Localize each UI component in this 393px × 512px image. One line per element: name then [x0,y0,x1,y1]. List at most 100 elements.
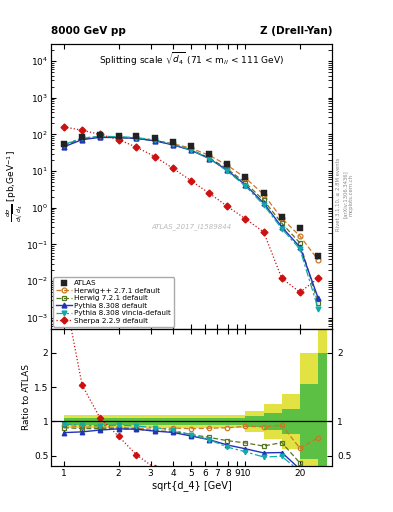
Text: mcplots.cern.ch: mcplots.cern.ch [349,174,354,216]
ATLAS [80,134,84,140]
ATLAS [225,161,230,167]
Pythia 8.308 vincia-default [279,226,284,232]
Y-axis label: Ratio to ATLAS: Ratio to ATLAS [22,365,31,431]
Sherpa 2.2.9 default [152,154,157,160]
Pythia 8.308 vincia-default [62,141,66,147]
Herwig 7.2.1 default [80,136,84,142]
Herwig 7.2.1 default [134,135,139,141]
Text: Splitting scale $\sqrt{d_4}$ (71 < m$_{ll}$ < 111 GeV): Splitting scale $\sqrt{d_4}$ (71 < m$_{l… [99,51,284,68]
Pythia 8.308 default [97,134,102,140]
Text: ATLAS_2017_I1589844: ATLAS_2017_I1589844 [151,223,232,229]
Herwig 7.2.1 default [261,197,266,203]
Pythia 8.308 vincia-default [97,133,102,139]
Pythia 8.308 default [243,182,248,188]
Pythia 8.308 vincia-default [207,156,211,162]
Sherpa 2.2.9 default [171,165,175,172]
Herwig++ 2.7.1 default [207,152,211,158]
Sherpa 2.2.9 default [243,216,248,222]
Text: Z (Drell-Yan): Z (Drell-Yan) [260,27,332,36]
Pythia 8.308 default [116,135,121,141]
Pythia 8.308 default [207,156,211,162]
Sherpa 2.2.9 default [316,275,320,282]
Sherpa 2.2.9 default [207,190,211,196]
ATLAS [116,133,121,139]
Pythia 8.308 vincia-default [80,135,84,141]
Text: Rivet 3.1.10, ≥ 2.8M events: Rivet 3.1.10, ≥ 2.8M events [336,158,341,231]
Line: Herwig++ 2.7.1 default: Herwig++ 2.7.1 default [61,134,321,262]
Sherpa 2.2.9 default [116,137,121,143]
Line: Sherpa 2.2.9 default: Sherpa 2.2.9 default [61,124,321,295]
Herwig++ 2.7.1 default [116,134,121,140]
Herwig 7.2.1 default [97,134,102,140]
Sherpa 2.2.9 default [261,229,266,235]
Pythia 8.308 default [279,224,284,230]
Pythia 8.308 default [316,295,320,301]
Pythia 8.308 default [62,144,66,150]
Pythia 8.308 vincia-default [243,183,248,189]
Sherpa 2.2.9 default [97,132,102,138]
Herwig++ 2.7.1 default [134,135,139,141]
Herwig++ 2.7.1 default [189,145,193,152]
Herwig++ 2.7.1 default [279,215,284,221]
Pythia 8.308 vincia-default [261,202,266,208]
ATLAS [207,151,211,157]
Pythia 8.308 default [225,167,230,174]
Sherpa 2.2.9 default [62,124,66,130]
Pythia 8.308 default [171,142,175,148]
Herwig 7.2.1 default [62,142,66,148]
Herwig 7.2.1 default [243,180,248,186]
Herwig++ 2.7.1 default [316,257,320,263]
Pythia 8.308 vincia-default [152,137,157,143]
Sherpa 2.2.9 default [189,178,193,184]
ATLAS [152,135,157,141]
Pythia 8.308 default [134,135,139,141]
Herwig 7.2.1 default [152,138,157,144]
ATLAS [97,132,102,138]
Herwig++ 2.7.1 default [243,175,248,181]
ATLAS [298,225,302,231]
Herwig++ 2.7.1 default [80,135,84,141]
Herwig++ 2.7.1 default [225,162,230,168]
Sherpa 2.2.9 default [298,289,302,295]
Herwig 7.2.1 default [189,147,193,153]
Sherpa 2.2.9 default [225,203,230,209]
Herwig 7.2.1 default [279,220,284,226]
Pythia 8.308 default [261,200,266,206]
Herwig++ 2.7.1 default [171,141,175,147]
Line: ATLAS: ATLAS [61,132,321,259]
Herwig++ 2.7.1 default [62,142,66,148]
Pythia 8.308 default [189,147,193,153]
Herwig 7.2.1 default [225,166,230,172]
Herwig++ 2.7.1 default [97,134,102,140]
ATLAS [171,139,175,145]
Pythia 8.308 vincia-default [171,141,175,147]
ATLAS [62,141,66,147]
Pythia 8.308 vincia-default [298,246,302,252]
Text: 8000 GeV pp: 8000 GeV pp [51,27,126,36]
ATLAS [243,174,248,180]
ATLAS [134,134,139,140]
Herwig++ 2.7.1 default [261,191,266,198]
X-axis label: sqrt{d_4} [GeV]: sqrt{d_4} [GeV] [152,480,231,492]
Herwig 7.2.1 default [316,300,320,306]
Pythia 8.308 default [80,137,84,143]
ATLAS [279,214,284,220]
Line: Pythia 8.308 default: Pythia 8.308 default [61,135,321,301]
Legend: ATLAS, Herwig++ 2.7.1 default, Herwig 7.2.1 default, Pythia 8.308 default, Pythi: ATLAS, Herwig++ 2.7.1 default, Herwig 7.… [53,278,174,327]
Pythia 8.308 vincia-default [316,306,320,312]
Text: [arXiv:1306.3436]: [arXiv:1306.3436] [343,170,348,219]
Pythia 8.308 default [152,138,157,144]
Herwig 7.2.1 default [116,135,121,141]
Herwig 7.2.1 default [207,155,211,161]
Y-axis label: $\frac{d\sigma}{d\sqrt{d_4}}$ [pb,GeV$^{-1}$]: $\frac{d\sigma}{d\sqrt{d_4}}$ [pb,GeV$^{… [5,151,25,222]
Herwig++ 2.7.1 default [152,137,157,143]
Pythia 8.308 vincia-default [116,134,121,140]
Pythia 8.308 vincia-default [225,168,230,174]
ATLAS [316,252,320,259]
Line: Pythia 8.308 vincia-default: Pythia 8.308 vincia-default [61,134,321,311]
Herwig 7.2.1 default [171,141,175,147]
Herwig 7.2.1 default [298,240,302,246]
ATLAS [189,143,193,150]
Sherpa 2.2.9 default [80,127,84,133]
ATLAS [261,190,266,196]
